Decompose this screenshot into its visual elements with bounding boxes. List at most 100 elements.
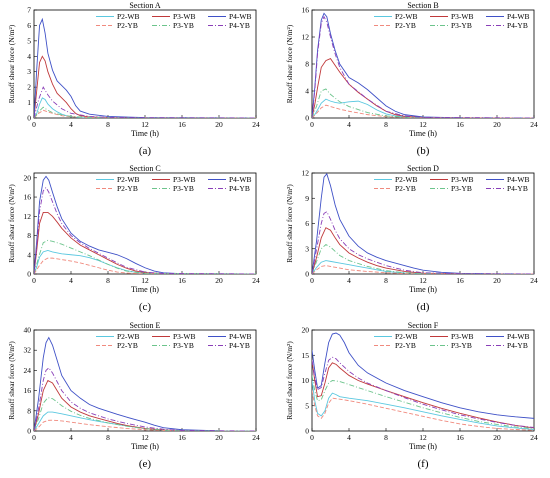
legend-label: P3-YB (451, 341, 472, 350)
x-tick-label: 20 (215, 120, 223, 129)
x-tick-label: 24 (530, 433, 538, 442)
legend-label: P2-WB (395, 332, 418, 341)
series-line-p3-yb (34, 397, 256, 431)
y-tick-label: 3 (305, 244, 309, 253)
chart-title: Section E (130, 321, 161, 330)
x-tick-label: 0 (32, 276, 36, 285)
x-tick-label: 24 (530, 276, 538, 285)
x-axis-label: Time (h) (131, 129, 159, 138)
legend-label: P2-YB (117, 184, 138, 193)
legend-label: P4-WB (229, 332, 252, 341)
series-line-p3-yb (312, 375, 534, 429)
x-tick-label: 4 (69, 276, 73, 285)
panel-caption: (a) (139, 145, 152, 157)
x-tick-label: 4 (69, 120, 73, 129)
legend-label: P4-WB (229, 175, 252, 184)
y-tick-label: 7 (27, 6, 31, 15)
series-line-p2-yb (34, 419, 256, 431)
series-line-p3-wb (34, 55, 256, 118)
y-axis-label: Runoff shear force (N/m²) (7, 184, 16, 263)
series-line-p3-yb (312, 243, 534, 274)
panel-caption: (c) (139, 301, 152, 313)
y-tick-label: 0 (27, 114, 31, 123)
legend-label: P4-YB (507, 21, 528, 30)
x-tick-label: 12 (419, 120, 427, 129)
legend-label: P4-WB (507, 175, 530, 184)
series-line-p3-wb (312, 227, 534, 274)
series-line-p2-yb (34, 257, 256, 274)
y-axis-label: Runoff shear force (N/m²) (285, 341, 294, 420)
y-tick-label: 20 (302, 326, 310, 335)
y-tick-label: 0 (305, 270, 309, 279)
series-line-p2-yb (312, 390, 534, 431)
chart-title: Section B (407, 1, 438, 10)
x-tick-label: 8 (384, 120, 388, 129)
y-tick-label: 3 (27, 67, 31, 76)
x-tick-label: 8 (106, 433, 110, 442)
series-line-p4-wb (312, 12, 534, 118)
x-tick-label: 4 (347, 120, 351, 129)
x-tick-label: 16 (178, 433, 186, 442)
y-tick-label: 9 (305, 194, 309, 203)
x-tick-label: 4 (347, 276, 351, 285)
legend-label: P2-YB (395, 21, 416, 30)
y-tick-label: 8 (27, 231, 31, 240)
x-tick-label: 20 (493, 276, 501, 285)
series-line-p2-wb (312, 380, 534, 430)
series-line-p3-wb (34, 211, 256, 274)
legend-label: P2-WB (117, 332, 140, 341)
x-tick-label: 20 (215, 276, 223, 285)
y-axis-label: Runoff shear force (N/m²) (285, 184, 294, 263)
panel-caption: (e) (139, 458, 152, 470)
y-tick-label: 12 (24, 212, 32, 221)
series-line-p4-yb (34, 86, 256, 118)
y-tick-label: 16 (24, 386, 32, 395)
series-line-p4-wb (312, 173, 534, 274)
y-tick-label: 2 (27, 83, 31, 92)
x-tick-label: 16 (178, 276, 186, 285)
x-tick-label: 16 (456, 120, 464, 129)
y-axis-label: Runoff shear force (N/m²) (285, 24, 294, 103)
x-tick-label: 12 (141, 120, 149, 129)
legend-label: P3-YB (451, 184, 472, 193)
panel-d: Section D 0 3 6 9 12 0 4 8 12 16 20 24 Time (h) Runoff… (285, 164, 538, 313)
x-tick-label: 0 (310, 120, 314, 129)
legend-label: P2-YB (117, 341, 138, 350)
x-tick-label: 24 (252, 120, 260, 129)
y-tick-label: 4 (305, 87, 309, 96)
legend-label: P4-YB (229, 21, 250, 30)
legend-label: P2-WB (395, 12, 418, 21)
legend-label: P3-WB (451, 332, 474, 341)
legend-label: P3-WB (451, 175, 474, 184)
panel-caption: (d) (417, 301, 430, 313)
series-line-p4-wb (34, 336, 256, 431)
x-tick-label: 24 (530, 120, 538, 129)
y-tick-label: 0 (27, 427, 31, 436)
y-tick-label: 16 (302, 6, 310, 15)
legend-label: P2-YB (117, 21, 138, 30)
legend-label: P4-YB (229, 184, 250, 193)
x-tick-label: 0 (32, 120, 36, 129)
x-axis-label: Time (h) (131, 285, 159, 294)
legend-label: P2-YB (395, 184, 416, 193)
y-tick-label: 6 (27, 21, 31, 30)
x-tick-label: 12 (419, 433, 427, 442)
x-tick-label: 16 (456, 433, 464, 442)
y-tick-label: 15 (302, 351, 310, 360)
legend-label: P3-WB (173, 175, 196, 184)
y-tick-label: 32 (24, 346, 32, 355)
x-tick-label: 0 (310, 276, 314, 285)
chart-title: Section C (129, 164, 160, 173)
y-tick-label: 0 (305, 427, 309, 436)
x-tick-label: 12 (141, 433, 149, 442)
series-line-p4-yb (34, 186, 256, 274)
legend-label: P3-WB (173, 332, 196, 341)
x-tick-label: 8 (106, 120, 110, 129)
y-tick-label: 5 (27, 36, 31, 45)
panel-caption: (b) (417, 145, 430, 157)
legend-label: P3-YB (173, 21, 194, 30)
y-tick-label: 4 (27, 52, 31, 61)
series-line-p4-yb (312, 211, 534, 274)
y-axis-label: Runoff shear force (N/m²) (7, 341, 16, 420)
